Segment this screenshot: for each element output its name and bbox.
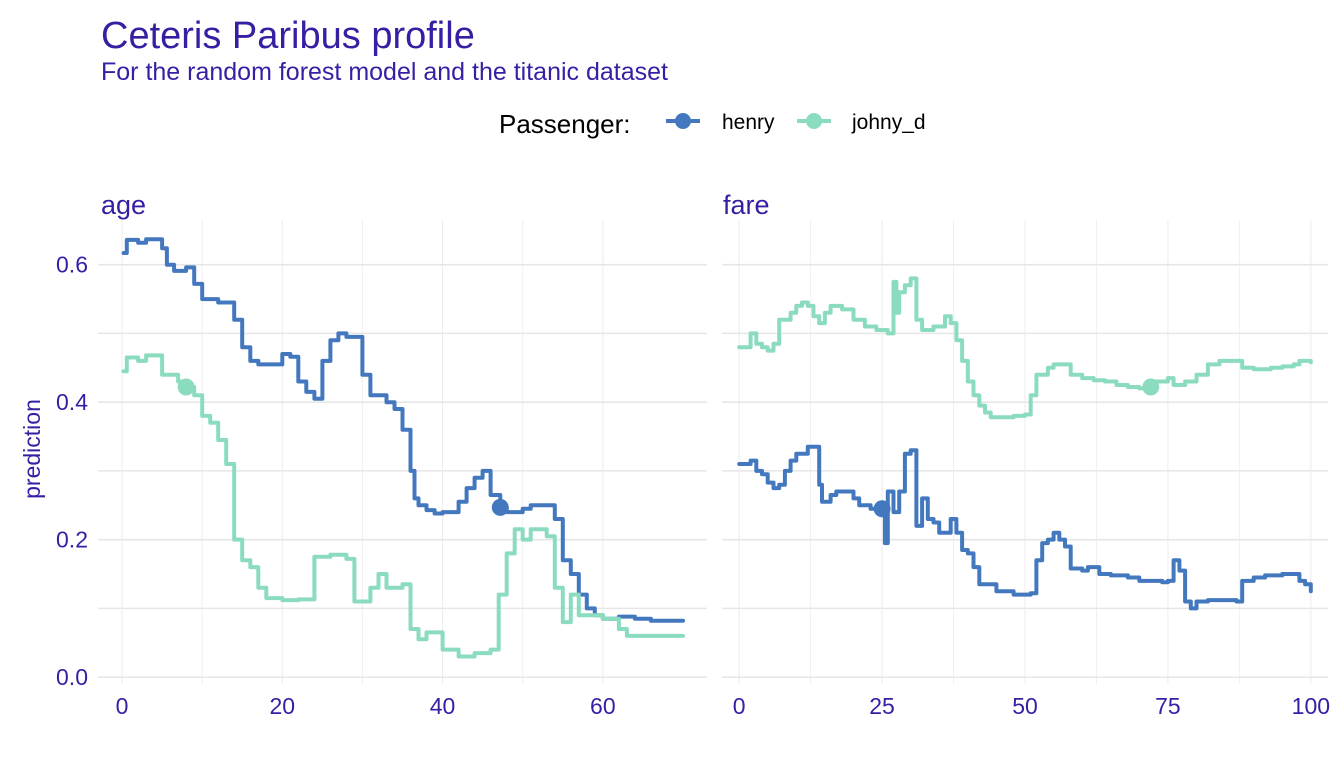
- chart-title: Ceteris Paribus profile: [101, 15, 475, 57]
- panel-title: age: [101, 190, 146, 220]
- y-tick-label: 0.6: [56, 252, 88, 278]
- x-tick-label: 75: [1155, 693, 1181, 719]
- observation-point-henry: [491, 498, 509, 516]
- x-tick-label: 0: [116, 693, 129, 719]
- y-tick-label: 0.4: [56, 389, 88, 415]
- x-tick-label: 25: [869, 693, 895, 719]
- observation-point-johny_d: [1142, 378, 1160, 396]
- y-tick-label: 0.2: [56, 527, 88, 553]
- y-tick-label: 0.0: [56, 664, 88, 690]
- legend-label-henry: henry: [722, 111, 775, 134]
- panel-age: age 0 20 40 60 0.0 0.2 0.4 0.6: [56, 190, 707, 719]
- observation-point-henry: [873, 500, 891, 518]
- series-line-johny_d: [121, 353, 685, 659]
- x-tick-label: 100: [1292, 693, 1330, 719]
- chart-subtitle: For the random forest model and the tita…: [101, 58, 668, 86]
- x-tick-label: 60: [590, 693, 616, 719]
- series-line-johny_d: [737, 276, 1313, 420]
- observation-point-johny_d: [177, 378, 195, 396]
- panel-title: fare: [723, 190, 770, 220]
- x-tick-label: 0: [733, 693, 746, 719]
- legend-label-johny-d: johny_d: [851, 111, 926, 134]
- series-line-henry: [121, 237, 685, 623]
- x-tick-label: 20: [270, 693, 296, 719]
- legend-marker-johny-d: [806, 113, 822, 129]
- y-axis-label: prediction: [19, 399, 45, 499]
- legend-marker-henry: [675, 113, 691, 129]
- legend: Passenger: henry johny_d: [499, 109, 926, 139]
- x-tick-label: 50: [1012, 693, 1038, 719]
- series-line-henry: [737, 444, 1313, 611]
- legend-title: Passenger:: [499, 109, 631, 139]
- panel-fare: fare 0 25 50 75 100: [722, 190, 1330, 719]
- x-tick-label: 40: [430, 693, 456, 719]
